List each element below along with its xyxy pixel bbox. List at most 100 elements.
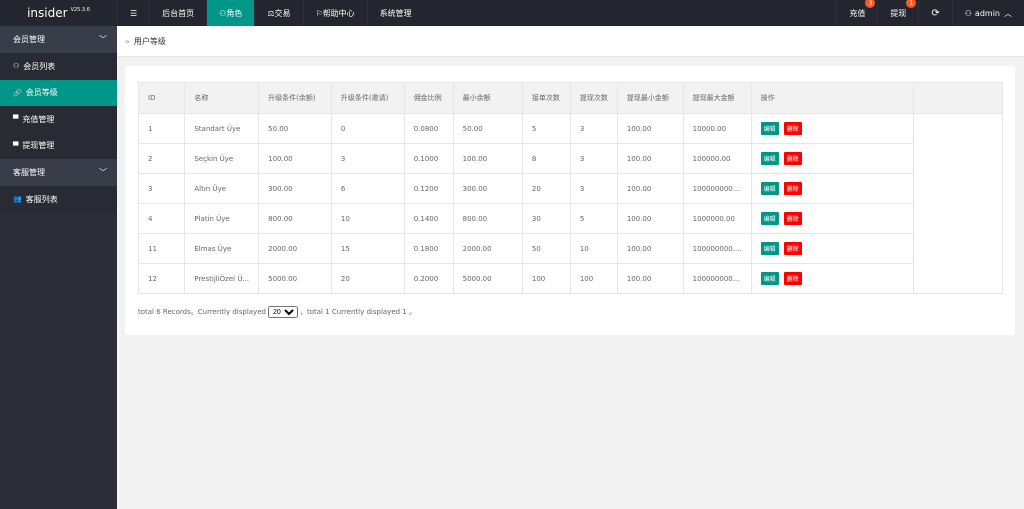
table-cell: 6: [330, 173, 405, 204]
column-header: 佣金比例: [403, 82, 454, 114]
table-row: 1 Standart Üye 50.00 0 0.0800 50.00 5 3 100.00 10…: [137, 113, 1003, 294]
nav-item[interactable]: 系统管理: [366, 0, 424, 26]
logo: insider V25.3.6: [27, 6, 90, 20]
refresh-icon: ⟳: [931, 7, 940, 19]
sidebar-group[interactable]: 客服管理 ﹀: [0, 159, 117, 186]
edit-button[interactable]: 编辑: [760, 152, 779, 165]
column-header: 升级条件(余额): [258, 82, 332, 114]
table-cell: 50: [521, 233, 571, 264]
column-header: 最小余额: [452, 82, 523, 114]
table-cell: 100000000....: [682, 233, 752, 264]
table-cell: 3: [569, 113, 618, 144]
delete-button[interactable]: 删除: [783, 122, 802, 135]
user-menu[interactable]: ⚇ admin ︿: [951, 0, 1024, 26]
column-header: 提现次数: [569, 82, 618, 114]
content-card: ID 名称 升级条件(余额) 升级条件(邀请) 佣金比例 最小余额 接单次数 提现次数 提现最小…: [125, 66, 1015, 335]
table-cell: 0.0800: [403, 113, 454, 144]
table-cell: 0.1400: [403, 203, 454, 234]
table-cell: 20: [521, 173, 571, 204]
refresh-button[interactable]: ⟳: [918, 0, 951, 26]
table-cell: 100000.00: [682, 143, 752, 174]
table-cell: 100.00: [452, 143, 523, 174]
level-table: ID 名称 升级条件(余额) 升级条件(邀请) 佣金比例 最小余额 接单次数 提现次数 提现最小…: [137, 82, 1003, 294]
version: V25.3.6: [70, 7, 90, 13]
withdraw-button[interactable]: 提现 1: [877, 0, 918, 26]
column-header: 升级条件(邀请): [330, 82, 405, 114]
delete-button[interactable]: 删除: [783, 272, 802, 285]
users-icon: 👥: [13, 195, 22, 204]
table-cell: 30: [521, 203, 571, 234]
sidebar-item[interactable]: ⚇ 会员列表: [0, 53, 117, 80]
table-cell: 8: [521, 143, 571, 174]
actions-cell: 编辑 删除: [750, 233, 915, 264]
edit-button[interactable]: 编辑: [760, 182, 779, 195]
table-cell: Elmas Üye: [184, 233, 260, 264]
table-cell: 1000000.00: [682, 203, 752, 234]
sidebar-item[interactable]: ▀ 充值管理: [0, 106, 117, 133]
table-row: 2 Seçkin Üye 100.00 3 0.1000 100.00 8 3 100.00 10…: [137, 143, 1003, 174]
actions-cell: 编辑 删除: [750, 143, 915, 174]
table-cell: 100: [521, 263, 571, 294]
chevron-down-icon: ﹀: [99, 35, 107, 44]
table-row: 4 Platin Üye 800.00 10 0.1400 800.00 30 5 100.00…: [137, 203, 1003, 234]
sidebar-item[interactable]: ▀ 提现管理: [0, 132, 117, 159]
withdraw-badge: 1: [906, 0, 917, 8]
table-cell: 20: [330, 263, 405, 294]
top-bar: insider V25.3.6 ☰ 后台首页 ⚇ 角色 ⚖ 交易 ⚐ 帮助中心 系统管理 充…: [0, 0, 1024, 26]
delete-button[interactable]: 删除: [783, 152, 802, 165]
table-cell: 1: [137, 113, 186, 144]
table-row: 3 Altın Üye 300.00 6 0.1200 300.00 20 3 100.00 10…: [137, 173, 1003, 204]
table-cell: 5: [521, 113, 571, 144]
table-cell: 100.00: [616, 233, 684, 264]
sidebar-group[interactable]: 会员管理 ﹀: [0, 26, 117, 53]
delete-button[interactable]: 删除: [783, 182, 802, 195]
nav-item[interactable]: 后台首页: [149, 0, 206, 26]
delete-button[interactable]: 删除: [783, 242, 802, 255]
top-nav: ☰ 后台首页 ⚇ 角色 ⚖ 交易 ⚐ 帮助中心 系统管理: [117, 0, 424, 26]
user-icon: ⚇: [219, 8, 227, 18]
table-row: 11 Elmas Üye 2000.00 15 0.1800 2000.00 50 10 100…: [137, 233, 1003, 264]
edit-button[interactable]: 编辑: [760, 272, 779, 285]
scale-icon: ⚖: [267, 8, 275, 18]
table-row: 12 PrestijliÖzel Ü... 5000.00 20 0.2000 5000.…: [137, 263, 1003, 294]
recharge-button[interactable]: 充值 3: [836, 0, 877, 26]
table-cell: 100.00: [258, 143, 332, 174]
sidebar-item[interactable]: 🔗 会员等级: [0, 79, 117, 106]
table-cell: 10: [569, 233, 618, 264]
sidebar: 会员管理 ﹀ ⚇ 会员列表 🔗 会员等级 ▀ 充值管理 ▀ 提现管理 客服管理 ﹀ 👥 客服列表: [0, 26, 117, 509]
edit-button[interactable]: 编辑: [760, 242, 779, 255]
column-header: 提现最大金额: [682, 82, 752, 114]
table-cell: 0.1800: [403, 233, 454, 264]
nav-item[interactable]: ⚐ 帮助中心: [302, 0, 367, 26]
nav-item[interactable]: ⚇ 角色: [206, 0, 255, 26]
table-cell: 300.00: [258, 173, 332, 204]
table-cell: 100: [569, 263, 618, 294]
table-cell: Altın Üye: [184, 173, 260, 204]
recharge-badge: 3: [865, 0, 876, 8]
sidebar-item[interactable]: 👥 客服列表: [0, 186, 117, 213]
table-cell: Seçkin Üye: [184, 143, 260, 174]
table-cell: 3: [330, 143, 405, 174]
table-cell: 3: [137, 173, 186, 204]
table-cell: 300.00: [452, 173, 523, 204]
table-cell: 2: [137, 143, 186, 174]
edit-button[interactable]: 编辑: [760, 212, 779, 225]
page-size-select[interactable]: 20: [267, 306, 298, 318]
nav-item[interactable]: ⚖ 交易: [254, 0, 302, 26]
actions-cell: 编辑 删除: [750, 113, 915, 144]
table-cell: 3: [569, 173, 618, 204]
table-cell: 50.00: [258, 113, 332, 144]
edit-button[interactable]: 编辑: [760, 122, 779, 135]
table-cell: 3: [569, 143, 618, 174]
delete-button[interactable]: 删除: [783, 212, 802, 225]
table-cell: PrestijliÖzel Ü...: [184, 263, 260, 294]
user-icon: ⚇: [964, 8, 972, 18]
table-cell: 10000.00: [682, 113, 752, 144]
table-cell: 100000000...: [682, 173, 752, 204]
column-header: 名称: [184, 82, 260, 114]
actions-cell: 编辑 删除: [750, 203, 915, 234]
actions-cell: 编辑 删除: [750, 263, 915, 294]
table-cell: 100.00: [616, 173, 684, 204]
nav-item[interactable]: ☰: [117, 0, 149, 26]
pagination: total 6 Records。Currently displayed 20 ，…: [138, 306, 416, 318]
